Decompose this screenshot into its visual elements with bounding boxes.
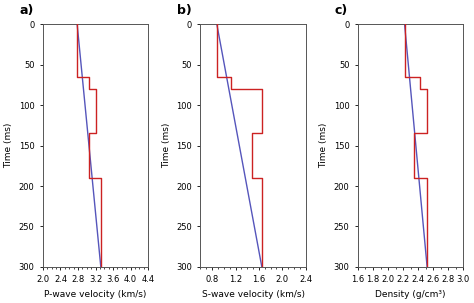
Y-axis label: Time (ms): Time (ms) (162, 123, 171, 168)
X-axis label: S-wave velocity (km/s): S-wave velocity (km/s) (201, 290, 305, 299)
Text: a): a) (20, 4, 34, 17)
X-axis label: P-wave velocity (km/s): P-wave velocity (km/s) (45, 290, 147, 299)
Y-axis label: Time (ms): Time (ms) (319, 123, 328, 168)
X-axis label: Density (g/cm³): Density (g/cm³) (375, 290, 446, 299)
Y-axis label: Time (ms): Time (ms) (4, 123, 13, 168)
Text: b): b) (177, 4, 192, 17)
Text: c): c) (335, 4, 348, 17)
